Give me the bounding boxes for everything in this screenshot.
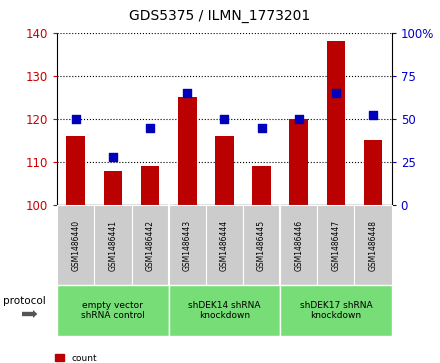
Text: GSM1486444: GSM1486444 (220, 220, 229, 270)
Point (332, 90, 339, 96)
Bar (290, 119, 308, 205)
Point (184, 90, 191, 96)
Bar (326, 41, 345, 205)
Bar (104, 171, 122, 205)
Point (72, 116, 79, 122)
Text: GSM1486445: GSM1486445 (257, 220, 266, 270)
Text: shDEK14 shRNA
knockdown: shDEK14 shRNA knockdown (188, 301, 260, 320)
Text: GSM1486440: GSM1486440 (71, 220, 80, 270)
Point (147, 125, 154, 130)
Text: GSM1486448: GSM1486448 (369, 220, 378, 270)
Text: shDEK17 shRNA
knockdown: shDEK17 shRNA knockdown (300, 301, 372, 320)
Legend: count, percentile rank within the sample: count, percentile rank within the sample (55, 354, 224, 363)
Text: GSM1486442: GSM1486442 (146, 220, 154, 270)
Text: GSM1486441: GSM1486441 (108, 220, 117, 270)
Text: empty vector
shRNA control: empty vector shRNA control (81, 301, 145, 320)
Text: GDS5375 / ILMN_1773201: GDS5375 / ILMN_1773201 (129, 9, 311, 23)
Bar (66, 136, 85, 205)
Text: GSM1486443: GSM1486443 (183, 220, 192, 270)
Bar (364, 140, 382, 205)
Point (110, 154, 117, 160)
Point (221, 116, 228, 122)
Point (370, 113, 377, 118)
Bar (141, 166, 159, 205)
Text: protocol: protocol (3, 296, 46, 306)
Bar (252, 166, 271, 205)
Text: GSM1486447: GSM1486447 (331, 220, 341, 270)
Point (258, 125, 265, 130)
Text: GSM1486446: GSM1486446 (294, 220, 303, 270)
Bar (215, 136, 234, 205)
Bar (178, 97, 197, 205)
Point (295, 116, 302, 122)
